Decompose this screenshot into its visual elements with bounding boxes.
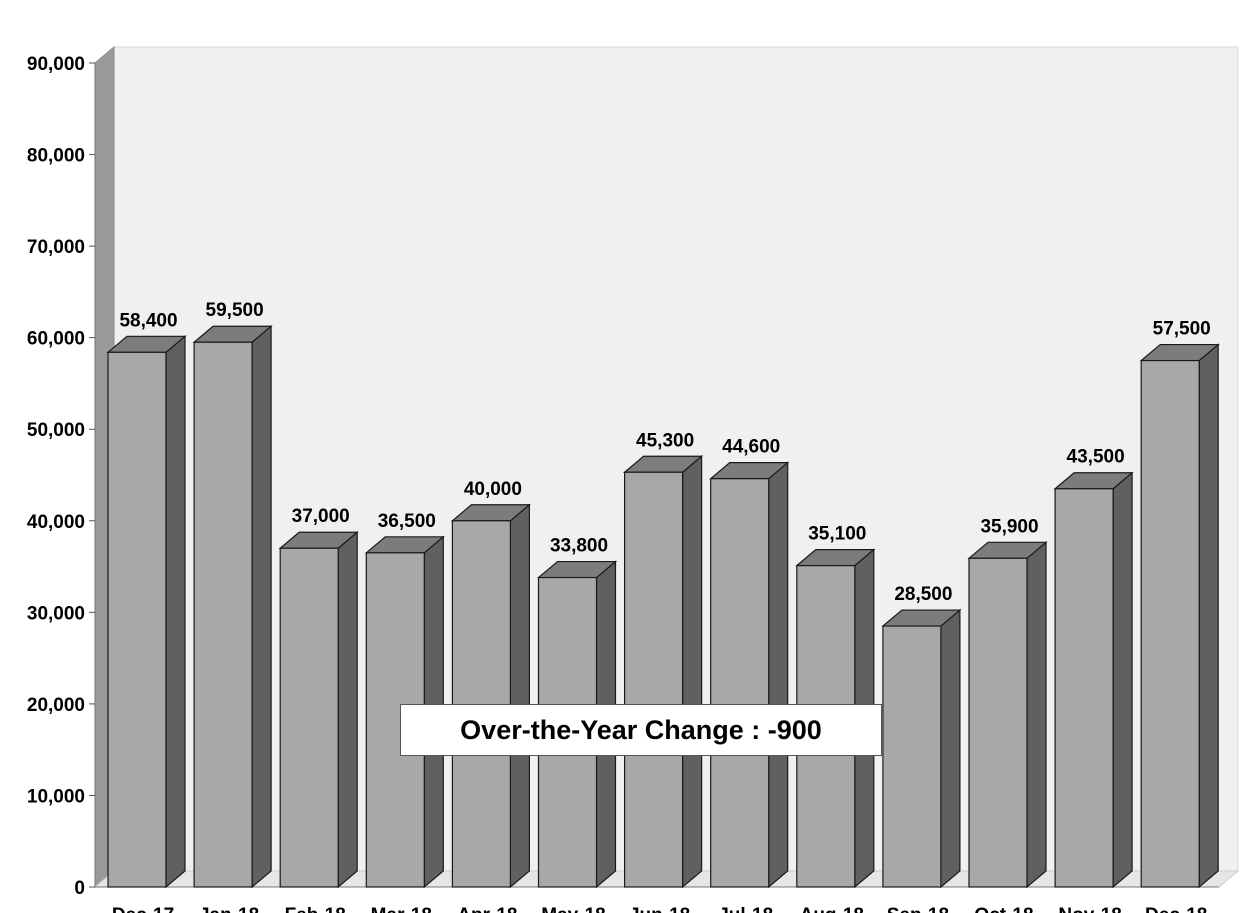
y-tick-label: 70,000 [27, 237, 85, 258]
bar-front-face [882, 625, 942, 888]
data-label: 57,500 [1153, 319, 1211, 340]
bar-side-face [1112, 471, 1133, 889]
x-tick-label: Jan-18 [199, 905, 259, 913]
bar-front-face [107, 351, 167, 888]
data-label: 28,500 [894, 584, 952, 605]
x-axis: Dec-17 Jan-18 Feb-18 Mar-18 Apr-18 May-18 Jun-… [112, 905, 1208, 913]
bar-side-face [509, 503, 531, 889]
data-label: 40,000 [464, 479, 522, 500]
bar [106, 335, 187, 889]
bar [450, 503, 532, 889]
x-tick-label: Sep-18 [887, 905, 949, 913]
data-label: 35,900 [980, 516, 1038, 537]
over-the-year-change-annotation: Over-the-Year Change : -900 [400, 704, 882, 756]
bar [967, 541, 1048, 889]
bar-side-face [1026, 541, 1047, 889]
y-tick-label: 0 [74, 878, 85, 899]
data-label: 43,500 [1067, 447, 1125, 468]
bar-side-face [681, 454, 703, 889]
bar [622, 454, 704, 889]
y-tick-label: 50,000 [27, 420, 85, 441]
bar [1053, 471, 1134, 889]
data-label: 58,400 [119, 310, 177, 331]
x-tick-label: Mar-18 [371, 905, 432, 913]
y-tick-label: 10,000 [27, 786, 85, 807]
y-axis: 0 10,000 20,000 30,000 40,000 50,000 60,000 70,… [27, 54, 1219, 899]
y-tick-label: 90,000 [27, 54, 85, 75]
bar [1139, 343, 1220, 889]
x-tick-label: Nov-18 [1058, 905, 1121, 913]
bar-side-face [165, 335, 186, 889]
y-tick-label: 60,000 [27, 329, 85, 350]
bar [278, 530, 359, 889]
x-tick-label: Dec-17 [112, 905, 174, 913]
x-tick-label: Dec-18 [1145, 905, 1207, 913]
data-label: 33,800 [550, 536, 608, 557]
bar [881, 608, 962, 889]
bar-side-face [1198, 343, 1219, 889]
data-labels: 58,400 59,500 37,000 36,500 40,000 33,800 45,3… [119, 300, 1210, 605]
data-label: 36,500 [378, 511, 436, 532]
y-tick-label: 20,000 [27, 695, 85, 716]
x-tick-label: May-18 [541, 905, 605, 913]
bar [192, 324, 273, 889]
bar-front-face [1054, 488, 1114, 888]
bar-side-face [940, 608, 961, 889]
x-tick-label: Oct-18 [974, 905, 1033, 913]
bar-front-face [279, 547, 339, 888]
bar-front-face [623, 471, 684, 888]
x-tick-label: Feb-18 [285, 905, 346, 913]
bar-side-face [251, 324, 272, 889]
data-label: 37,000 [292, 506, 350, 527]
data-label: 44,600 [722, 437, 780, 458]
bar-side-face [768, 461, 789, 889]
data-label: 59,500 [206, 300, 264, 321]
bar-front-face [1140, 359, 1200, 888]
y-tick-label: 80,000 [27, 146, 85, 167]
x-tick-label: Jun-18 [629, 905, 690, 913]
bar-front-face [710, 478, 770, 888]
bar-front-face [451, 520, 511, 888]
x-tick-label: Jul-18 [718, 905, 773, 913]
bar [709, 461, 790, 889]
y-tick-label: 40,000 [27, 512, 85, 533]
bar-side-face [337, 530, 358, 889]
bar-front-face [193, 341, 253, 888]
y-tick-label: 30,000 [27, 603, 85, 624]
bar-front-face [968, 557, 1028, 888]
x-tick-label: Aug-18 [800, 905, 864, 913]
data-label: 45,300 [636, 430, 694, 451]
x-tick-label: Apr-18 [457, 905, 517, 913]
data-label: 35,100 [808, 524, 866, 545]
